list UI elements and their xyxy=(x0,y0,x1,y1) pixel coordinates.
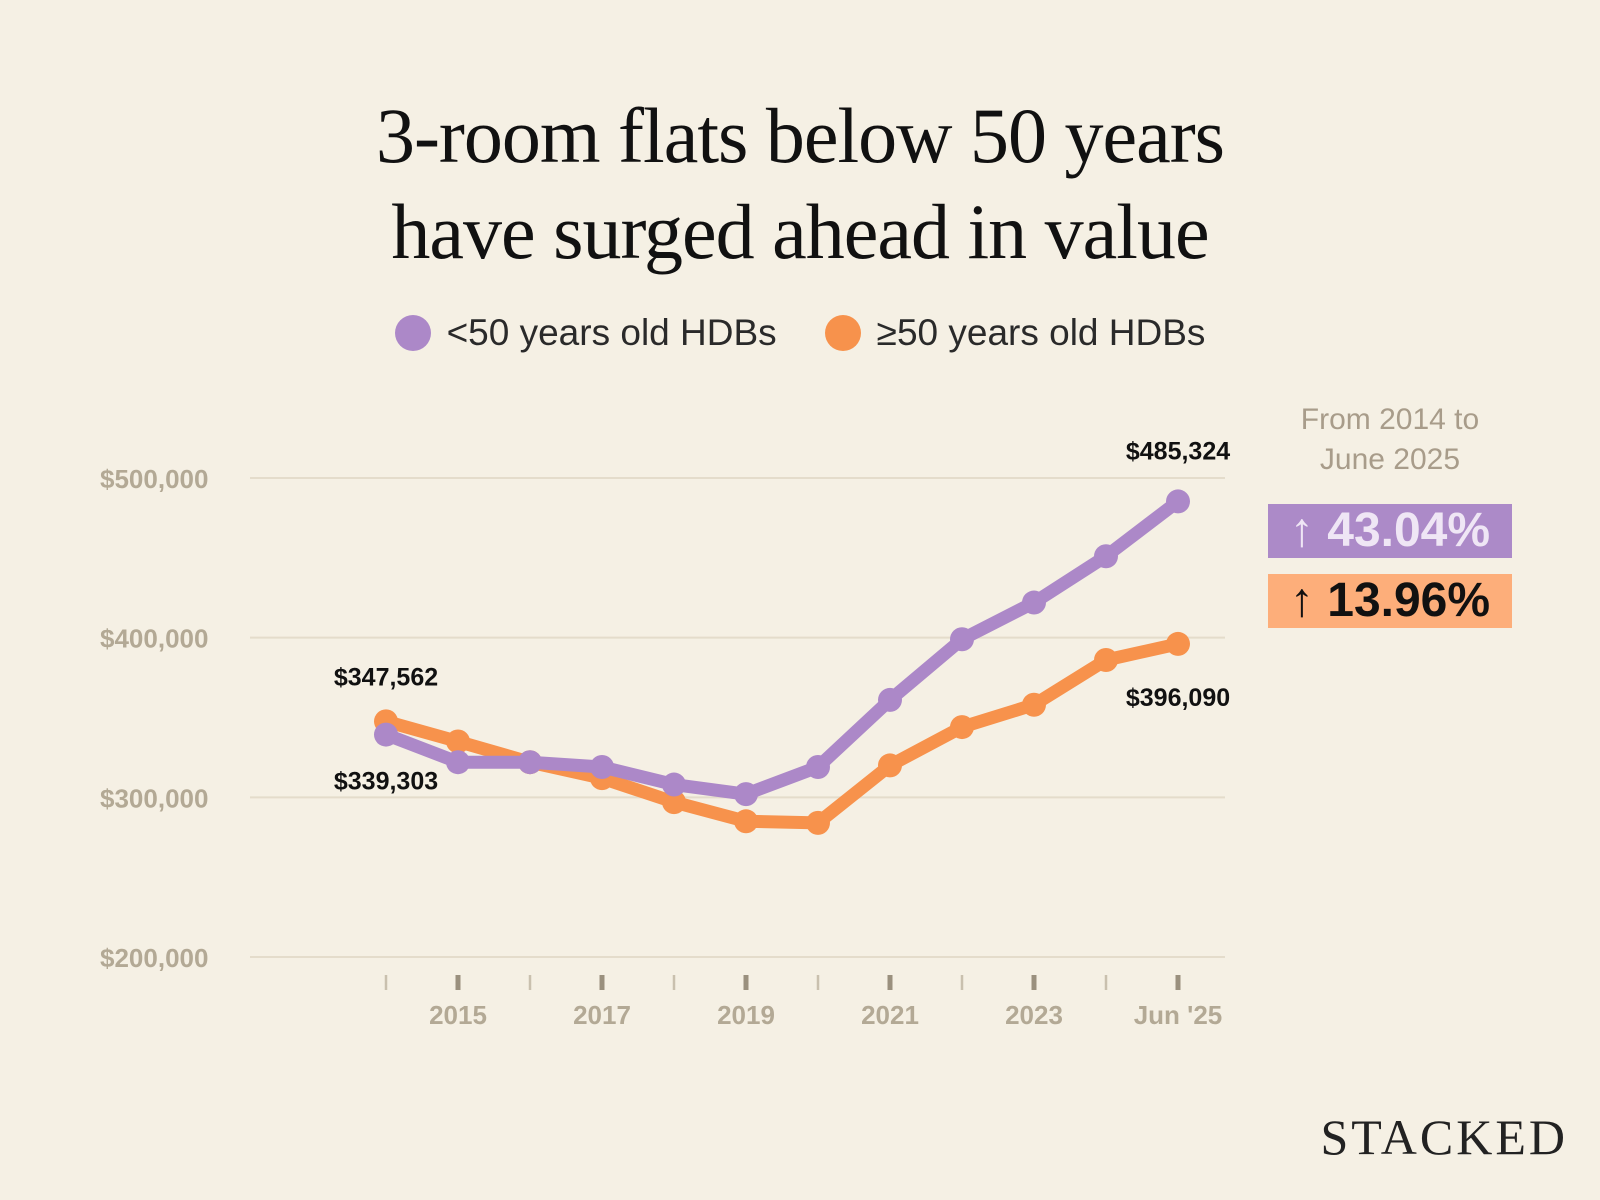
data-point xyxy=(734,782,758,807)
data-label: $347,562 xyxy=(334,663,438,691)
orange-change-badge: ↑ 13.96% xyxy=(1268,574,1512,628)
data-point xyxy=(806,754,830,779)
data-point xyxy=(734,809,758,834)
summary-caption-line-2: June 2025 xyxy=(1319,443,1461,476)
legend-swatch-purple xyxy=(394,315,431,351)
y-tick-label: $400,000 xyxy=(100,624,208,654)
data-point xyxy=(1166,631,1190,656)
data-point xyxy=(662,790,686,815)
chart-title-line-2: have surged ahead in value xyxy=(391,188,1209,275)
data-point xyxy=(446,750,470,775)
brand-logo: STACKED xyxy=(1320,1109,1568,1165)
data-point xyxy=(518,750,542,775)
y-tick-label: $500,000 xyxy=(100,464,208,494)
data-point xyxy=(950,715,974,740)
x-tick-label: 2019 xyxy=(717,1000,775,1030)
x-tick-label: 2023 xyxy=(1005,1000,1063,1030)
legend-label-under-50: <50 years old HDBs xyxy=(446,312,777,353)
summary-caption: From 2014 to June 2025 xyxy=(1268,400,1512,480)
data-point xyxy=(1022,590,1046,615)
data-label: $396,090 xyxy=(1126,684,1230,712)
x-tick-label: 2015 xyxy=(429,1000,487,1030)
data-point xyxy=(1094,544,1118,569)
data-point xyxy=(662,772,686,797)
data-point xyxy=(446,729,470,754)
data-point xyxy=(590,754,614,779)
summary-panel: From 2014 to June 2025 ↑ 43.04% ↑ 13.96% xyxy=(1268,400,1512,628)
x-tick-label: Jun '25 xyxy=(1134,1000,1223,1030)
legend-item-50-plus: ≥50 years old HDBs xyxy=(824,312,1206,354)
data-point xyxy=(878,687,902,712)
chart-legend: <50 years old HDBs ≥50 years old HDBs xyxy=(0,312,1600,354)
legend-item-under-50: <50 years old HDBs xyxy=(394,312,777,354)
purple-change-badge: ↑ 43.04% xyxy=(1268,504,1512,558)
x-tick-label: 2021 xyxy=(861,1000,919,1030)
data-point xyxy=(950,627,974,652)
summary-caption-line-1: From 2014 to xyxy=(1300,403,1480,436)
data-point xyxy=(374,722,398,747)
legend-label-50-plus: ≥50 years old HDBs xyxy=(876,312,1206,353)
data-label: $485,324 xyxy=(1126,437,1230,465)
chart-title: 3-room flats below 50 years have surged … xyxy=(0,88,1600,280)
y-tick-label: $200,000 xyxy=(100,943,208,973)
data-point xyxy=(1094,648,1118,673)
data-point xyxy=(1022,692,1046,717)
data-label: $339,303 xyxy=(334,768,438,796)
x-tick-label: 2017 xyxy=(573,1000,631,1030)
data-point xyxy=(1166,489,1190,514)
y-tick-label: $300,000 xyxy=(100,783,208,813)
chart-title-line-1: 3-room flats below 50 years xyxy=(375,92,1225,179)
legend-swatch-orange xyxy=(824,315,861,351)
series-line-50-plus xyxy=(379,637,1185,830)
data-point xyxy=(806,810,830,835)
data-point xyxy=(878,753,902,778)
